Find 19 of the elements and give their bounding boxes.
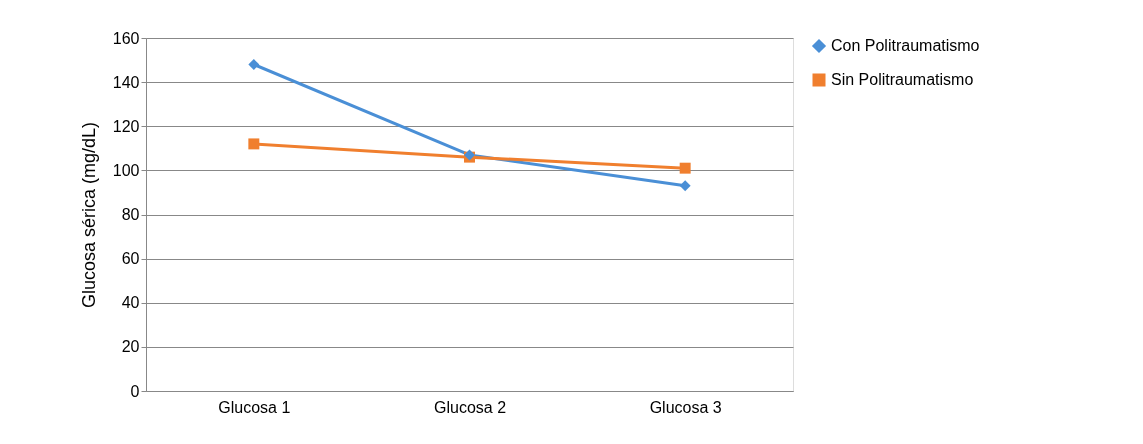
y-tick-label: 160 xyxy=(112,29,140,47)
x-tick-label: Glucosa 1 xyxy=(218,398,291,416)
point xyxy=(679,162,691,174)
x-tick-label: Glucosa 2 xyxy=(433,398,507,416)
y-tick-label: 40 xyxy=(121,294,140,312)
point xyxy=(679,180,691,192)
y-tick-label: 80 xyxy=(121,206,140,223)
y-tick-label: 0 xyxy=(130,382,140,400)
legend-label: Sin Politraumatismo xyxy=(831,71,974,88)
point xyxy=(248,138,260,150)
x-tick-label: Glucosa 3 xyxy=(649,398,722,416)
point xyxy=(248,59,260,70)
y-axis-title: Glucosa sérica (mg/dL) xyxy=(78,121,99,309)
y-tick-label: 120 xyxy=(112,117,140,135)
y-tick-label: 100 xyxy=(112,161,140,179)
y-tick-label: 20 xyxy=(121,338,140,356)
y-tick-label: 60 xyxy=(121,250,140,268)
legend-label: Con Politraumatismo xyxy=(831,37,980,54)
y-tick-label: 140 xyxy=(112,73,140,91)
